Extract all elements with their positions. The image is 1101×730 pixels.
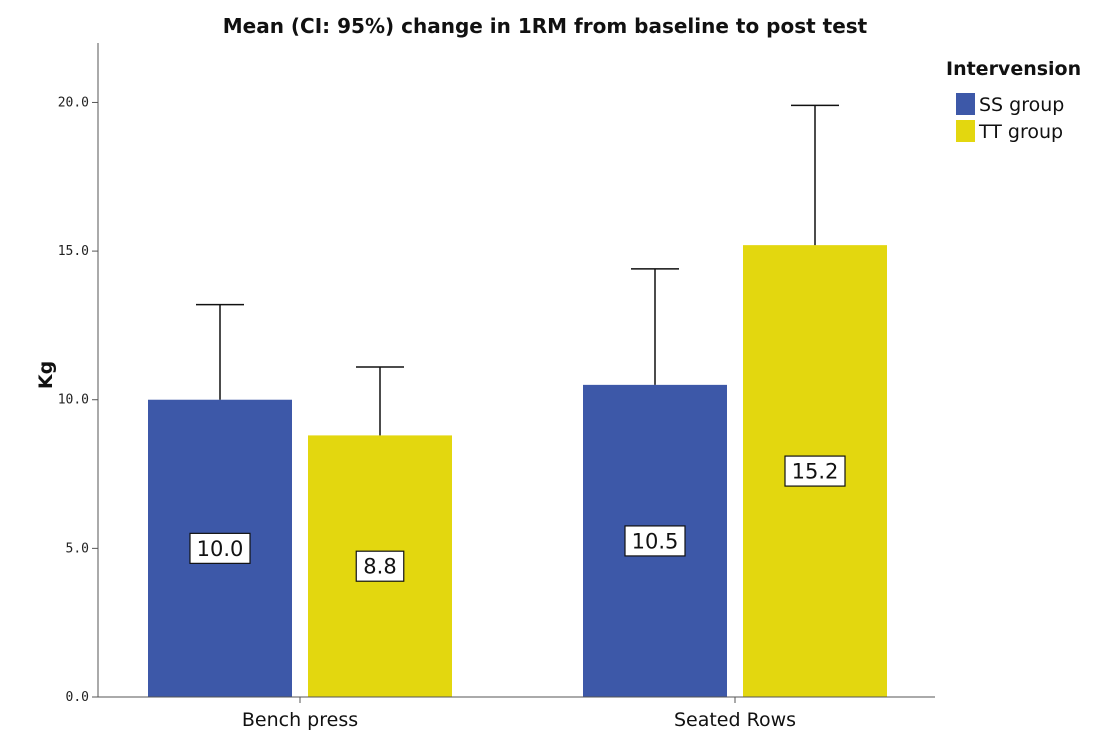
y-tick-label: 10.0 [58, 393, 89, 408]
chart-title: Mean (CI: 95%) change in 1RM from baseli… [223, 14, 868, 38]
x-tick-label: Bench press [242, 709, 358, 730]
y-tick-label: 20.0 [58, 95, 89, 110]
legend: Intervension SS group TT group [946, 58, 1081, 143]
data-label: 10.0 [197, 537, 244, 561]
legend-entry-label: SS group [979, 94, 1064, 116]
data-labels: 10.0 8.8 10.5 15.2 [189, 455, 846, 582]
data-label-box [784, 455, 846, 487]
data-label-box [355, 550, 405, 582]
data-label-box [189, 532, 251, 564]
legend-swatch-ss-group [956, 93, 975, 115]
y-axis: 0.0 5.0 10.0 15.0 20.0 [58, 43, 99, 705]
legend-swatch-tt-group [956, 120, 975, 142]
data-label-box [624, 525, 686, 557]
y-tick-label: 15.0 [58, 244, 89, 259]
plot-bars [148, 245, 887, 698]
data-label: 10.5 [632, 529, 679, 553]
legend-entry-label: TT group [978, 121, 1063, 143]
data-label: 8.8 [363, 555, 396, 579]
x-axis: Bench press Seated Rows [98, 696, 935, 730]
y-axis-label: Kg [35, 361, 57, 389]
y-tick-label: 0.0 [66, 690, 89, 705]
error-bars [196, 104, 839, 436]
y-tick-label: 5.0 [66, 541, 89, 556]
x-tick-label: Seated Rows [674, 709, 796, 730]
data-label: 15.2 [792, 460, 839, 484]
legend-title: Intervension [946, 58, 1081, 80]
